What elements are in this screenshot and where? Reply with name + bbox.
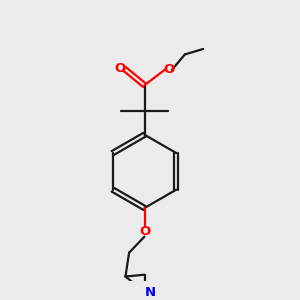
Text: O: O (139, 225, 150, 238)
Text: N: N (145, 286, 156, 299)
Text: O: O (114, 62, 125, 75)
Text: O: O (164, 63, 175, 76)
